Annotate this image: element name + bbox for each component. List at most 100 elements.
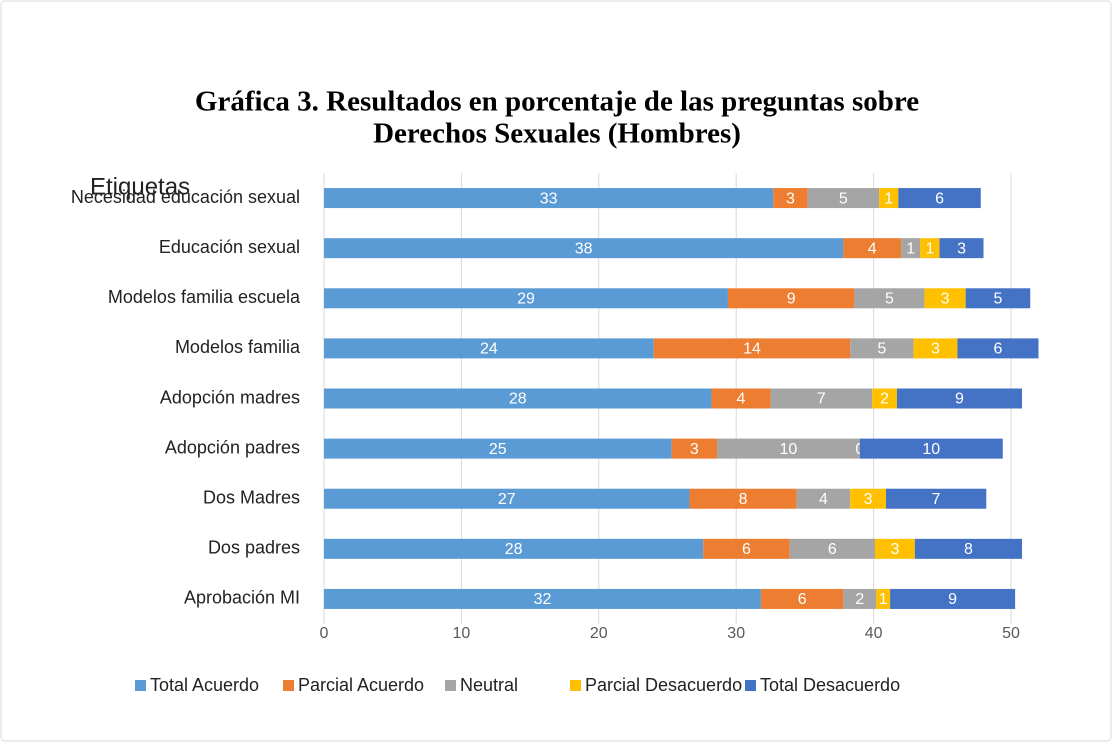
legend-label: Parcial Acuerdo [298,675,424,695]
data-label: 9 [948,591,957,608]
bar-segment [896,388,1022,409]
bar-segment [324,338,654,359]
data-label: 6 [742,541,751,558]
data-label: 2 [855,591,864,608]
bar-segment [879,188,899,209]
data-label: 5 [993,290,1002,307]
bar-segment [716,438,860,459]
data-label: 8 [964,541,973,558]
data-label: 5 [839,190,848,207]
data-label: 4 [819,491,828,508]
legend-label: Neutral [460,675,518,695]
data-label: 10 [780,441,798,458]
bar-segment [885,488,987,509]
y-axis-title: Etiquetas [90,173,190,200]
legend-swatch [283,680,294,691]
data-label: 3 [957,240,966,257]
chart-title: Derechos Sexuales (Hombres) [373,118,741,150]
data-label: 3 [690,441,699,458]
y-tick-label: Necesidad educación sexual [71,187,300,207]
y-tick-label: Modelos familia [175,337,301,357]
y-tick-label: Modelos familia escuela [108,287,301,307]
bar-segment [703,538,790,559]
data-label: 3 [786,190,795,207]
bar-segment [773,188,808,209]
data-label: 6 [798,591,807,608]
bar-segment [854,288,925,309]
data-label: 8 [739,491,748,508]
data-label: 3 [941,290,950,307]
data-label: 1 [906,240,915,257]
data-label: 1 [884,190,893,207]
bar-segment [324,438,672,459]
legend-swatch [570,680,581,691]
bar-segment [653,338,851,359]
data-label: 3 [864,491,873,508]
data-label: 4 [868,240,877,257]
bar-segment [796,488,851,509]
data-label: 28 [505,541,523,558]
data-label: 14 [743,341,761,358]
bar-segment [872,388,897,409]
bar-segment [920,238,940,259]
bar-segment [324,288,728,309]
data-label: 33 [540,190,558,207]
data-label: 7 [932,491,941,508]
bar-segment [324,238,844,259]
data-label: 32 [534,591,552,608]
legend-swatch [135,680,146,691]
y-tick-label: Aprobación MI [184,588,300,608]
bar-segment [924,288,966,309]
legend-swatch [445,680,456,691]
legend-label: Total Desacuerdo [760,675,900,695]
bar-segment [914,538,1022,559]
y-tick-label: Adopción madres [160,387,300,407]
x-tick-label: 40 [865,625,883,642]
legend-label: Parcial Desacuerdo [585,675,742,695]
chart-title: Gráfica 3. Resultados en porcentaje de l… [195,86,919,118]
bar-segment [324,588,761,609]
bar-segment [324,188,774,209]
bar-segment [957,338,1039,359]
bar-segment [843,588,877,609]
data-label: 3 [890,541,899,558]
bar-segment [727,288,855,309]
bar-segment [770,388,873,409]
bar-segment [843,238,902,259]
y-tick-label: Dos Madres [203,487,300,507]
data-label: 9 [787,290,796,307]
data-label: 1 [879,591,888,608]
data-label: 7 [817,391,826,408]
x-tick-label: 0 [320,625,329,642]
data-label: 38 [575,240,593,257]
bar-segment [789,538,875,559]
bar-segment [324,488,690,509]
bar-segment [859,438,1003,459]
bar-segment [324,388,712,409]
bar-segment [850,488,886,509]
bar-segment [913,338,958,359]
data-label: 28 [509,391,527,408]
bar-segment [898,188,981,209]
bar-segment [807,188,880,209]
bar-segment [711,388,771,409]
data-label: 25 [489,441,507,458]
x-tick-label: 30 [727,625,745,642]
data-label: 5 [877,341,886,358]
y-tick-label: Educación sexual [159,237,300,257]
data-label: 5 [885,290,894,307]
bar-segment [890,588,1016,609]
x-tick-label: 10 [453,625,471,642]
bar-segment [760,588,844,609]
bar-segment [901,238,921,259]
legend-label: Total Acuerdo [150,675,259,695]
y-tick-label: Adopción padres [165,437,300,457]
data-label: 6 [993,341,1002,358]
data-label: 2 [880,391,889,408]
data-label: 6 [935,190,944,207]
bar-segment [874,538,915,559]
legend-swatch [745,680,756,691]
bar-segment [689,488,797,509]
data-label: 24 [480,341,498,358]
